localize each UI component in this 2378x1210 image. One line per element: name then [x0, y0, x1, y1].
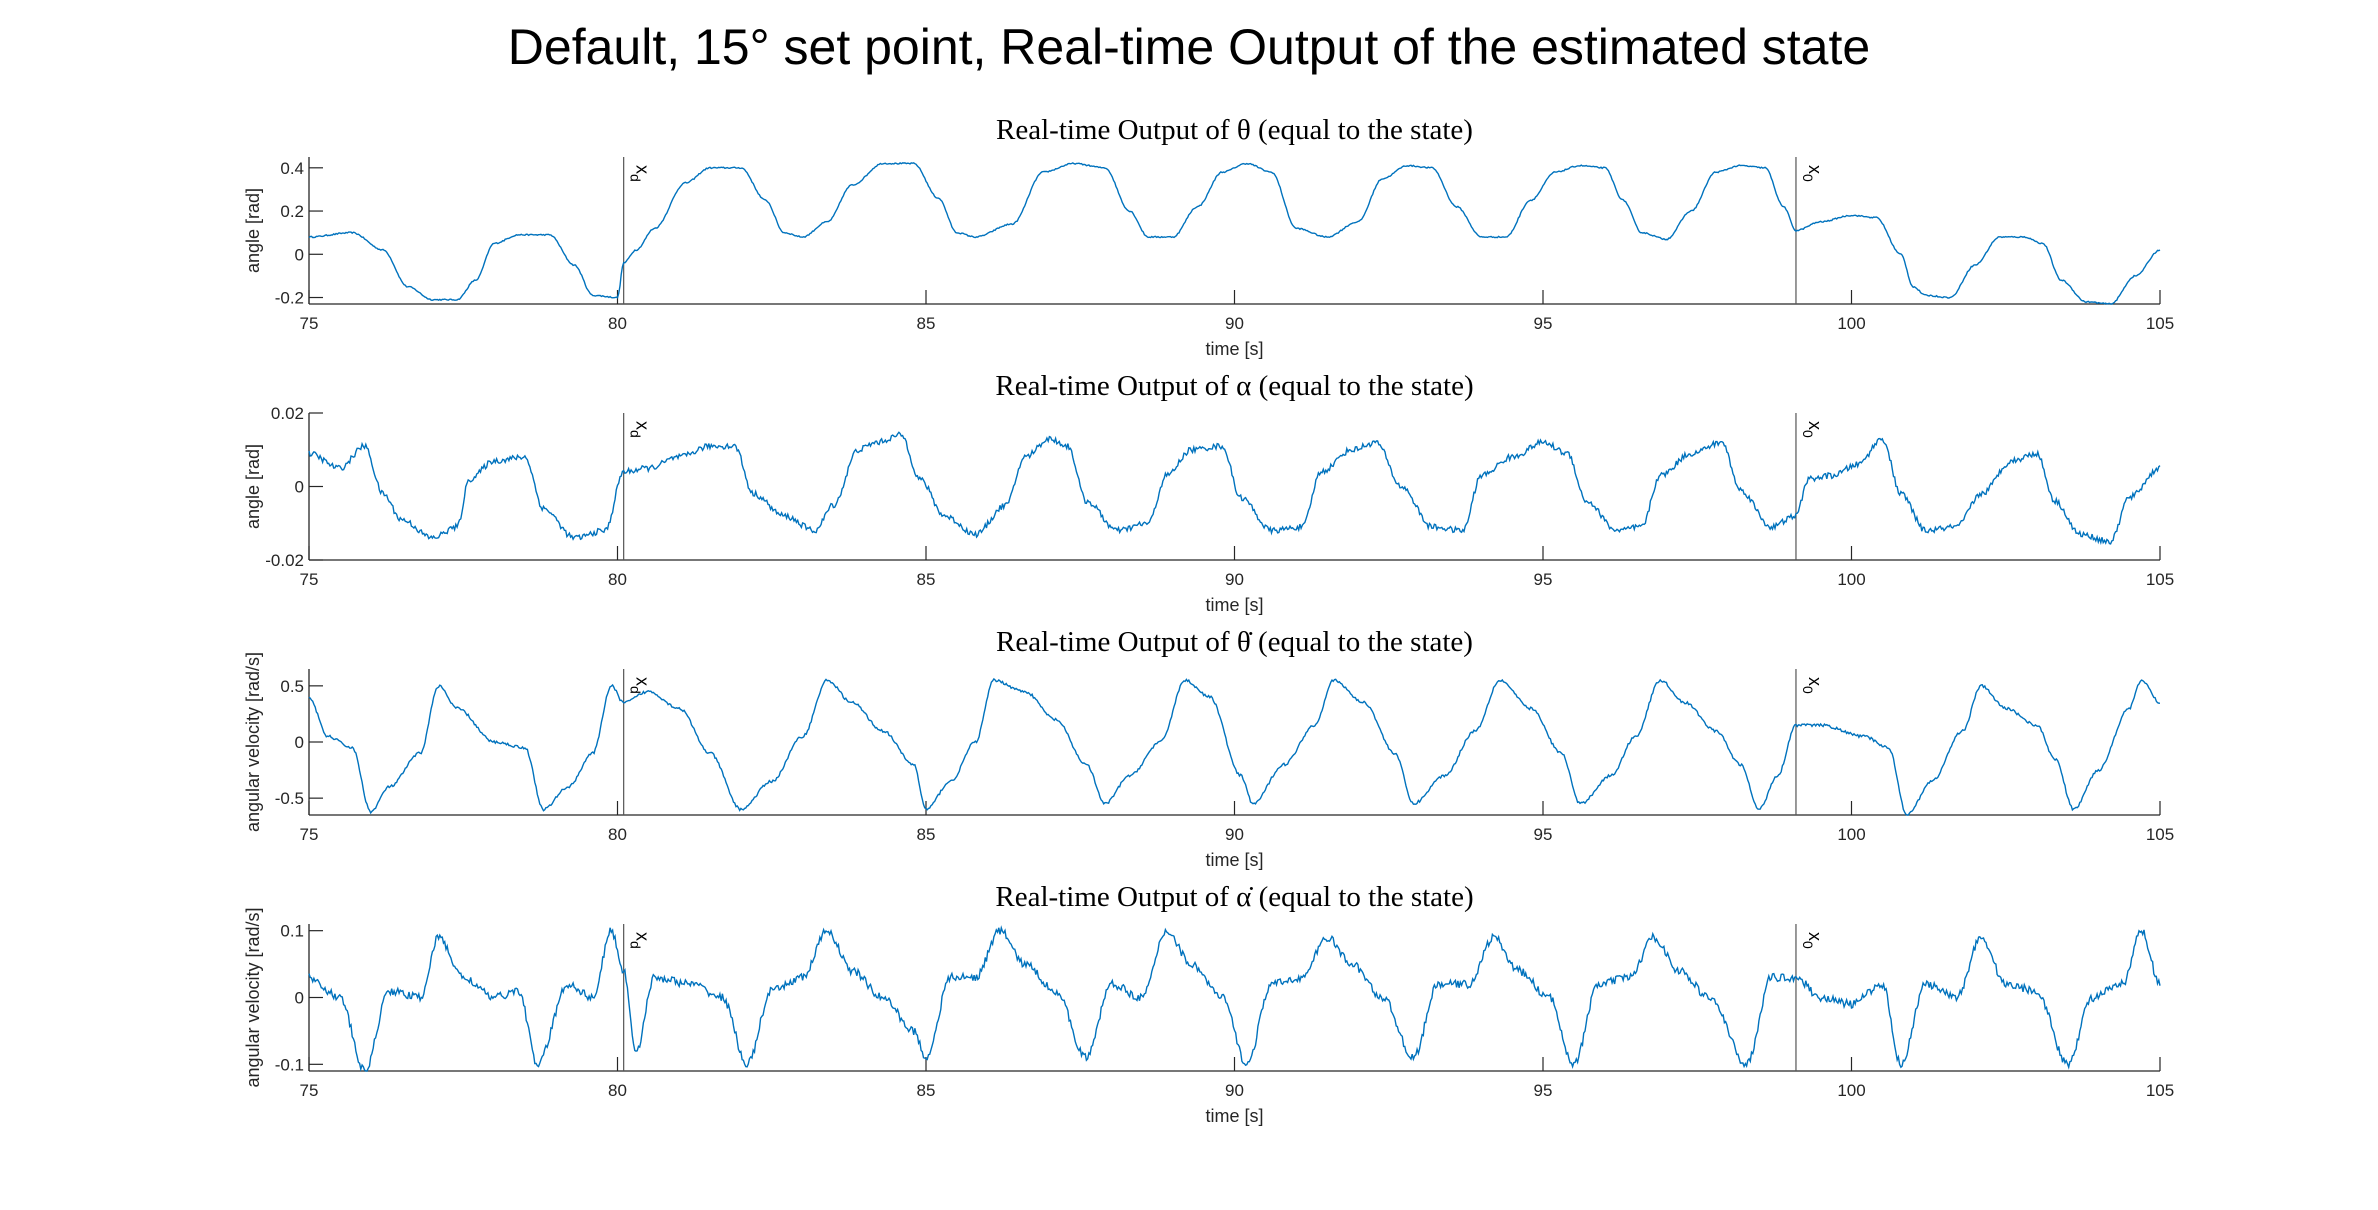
marker-label: x0 [1800, 421, 1825, 438]
marker-label: xd [628, 677, 653, 694]
marker-label: xd [628, 421, 653, 438]
x-tick-label: 85 [917, 570, 936, 589]
x-tick-label: 85 [917, 314, 936, 333]
y-tick-label: 0 [295, 733, 304, 752]
x-tick-label: 100 [1837, 570, 1865, 589]
series-line [308, 431, 2161, 546]
y-axis-label: angular velocity [rad/s] [243, 652, 263, 832]
y-tick-label: 0.4 [280, 159, 304, 178]
x-tick-label: 90 [1225, 825, 1244, 844]
x-tick-label: 75 [300, 314, 319, 333]
series-line [308, 677, 2160, 816]
x-tick-label: 105 [2146, 570, 2174, 589]
y-tick-label: 0 [295, 478, 304, 497]
y-axis-label: angular velocity [rad/s] [243, 907, 263, 1087]
subplot-title: Real-time Output of α̇ (equal to the sta… [995, 881, 1473, 913]
x-tick-label: 95 [1534, 825, 1553, 844]
y-tick-label: -0.5 [275, 789, 304, 808]
x-tick-label: 105 [2146, 1081, 2174, 1100]
x-tick-label: 100 [1837, 314, 1865, 333]
x-tick-label: 100 [1837, 825, 1865, 844]
marker-label: x0 [1800, 677, 1825, 694]
x-tick-label: 80 [608, 825, 627, 844]
x-tick-label: 75 [300, 1081, 319, 1100]
subplot-title: Real-time Output of θ (equal to the stat… [996, 114, 1473, 146]
y-tick-label: -0.1 [275, 1055, 304, 1074]
x-axis-label: time [s] [1205, 1106, 1263, 1126]
x-tick-label: 95 [1534, 1081, 1553, 1100]
y-tick-label: 0.5 [280, 677, 304, 696]
x-tick-label: 80 [608, 1081, 627, 1100]
y-axis-label: angle [rad] [243, 444, 263, 529]
y-tick-label: -0.02 [265, 551, 304, 570]
x-tick-label: 85 [917, 1081, 936, 1100]
x-tick-label: 75 [300, 570, 319, 589]
marker-label: xd [628, 932, 653, 949]
y-tick-label: 0 [295, 989, 304, 1008]
y-tick-label: 0.2 [280, 202, 304, 221]
x-tick-label: 90 [1225, 570, 1244, 589]
x-tick-label: 95 [1534, 570, 1553, 589]
x-tick-label: 100 [1837, 1081, 1865, 1100]
x-tick-label: 95 [1534, 314, 1553, 333]
subplot-title: Real-time Output of α (equal to the stat… [995, 370, 1473, 402]
y-tick-label: 0.1 [280, 922, 304, 941]
subplot-title: Real-time Output of θ̇ (equal to the sta… [996, 626, 1473, 658]
y-axis-label: angle [rad] [243, 188, 263, 273]
figure-title: Default, 15° set point, Real-time Output… [507, 19, 1871, 75]
marker-label: x0 [1800, 932, 1825, 949]
y-tick-label: 0.02 [271, 404, 304, 423]
x-tick-label: 90 [1225, 314, 1244, 333]
marker-label: xd [628, 165, 653, 182]
x-tick-label: 80 [608, 570, 627, 589]
x-tick-label: 90 [1225, 1081, 1244, 1100]
x-tick-label: 75 [300, 825, 319, 844]
x-axis-label: time [s] [1205, 595, 1263, 615]
series-line [308, 162, 2161, 305]
x-tick-label: 85 [917, 825, 936, 844]
marker-label: x0 [1800, 165, 1825, 182]
x-tick-label: 105 [2146, 825, 2174, 844]
series-line [308, 925, 2161, 1072]
x-axis-label: time [s] [1205, 339, 1263, 359]
x-tick-label: 80 [608, 314, 627, 333]
x-axis-label: time [s] [1205, 850, 1263, 870]
y-tick-label: 0 [295, 245, 304, 264]
x-tick-label: 105 [2146, 314, 2174, 333]
y-tick-label: -0.2 [275, 289, 304, 308]
